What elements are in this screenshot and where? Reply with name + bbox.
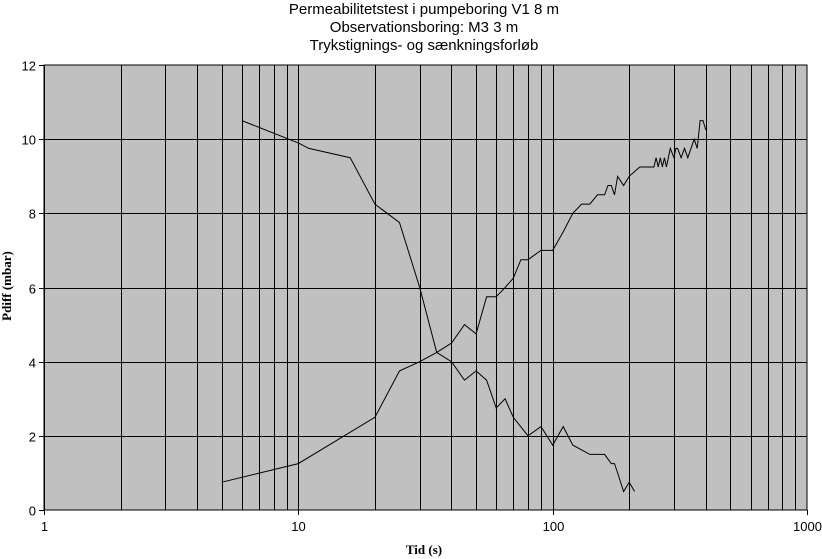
x-axis-label: Tid (s) <box>406 542 442 557</box>
plot-frame <box>43 64 808 511</box>
y-tick-label: 10 <box>22 133 36 148</box>
plot-area <box>44 65 807 510</box>
chart-title-line-1: Permeabilitetstest i pumpeboring V1 8 m <box>289 1 559 18</box>
chart-title-line-2: Observationsboring: M3 3 m <box>330 19 518 36</box>
y-tick-label: 12 <box>22 59 36 74</box>
y-axis-ticks: 0 2 4 6 8 10 12 <box>22 59 44 519</box>
series-line-1 <box>221 120 707 483</box>
y-axis-label: Pdiff (mbar) <box>0 251 14 321</box>
chart-title-line-3: Trykstignings- og sænkningsforløb <box>310 37 539 54</box>
x-tick-label: 1 <box>41 519 48 534</box>
y-tick-label: 8 <box>29 207 36 222</box>
y-tick-label: 2 <box>29 430 36 445</box>
series-layer <box>221 120 707 493</box>
x-axis-ticks: 1 10 100 1000 <box>41 510 822 534</box>
y-tick-label: 4 <box>29 356 36 371</box>
chart-title: Permeabilitetstest i pumpeboring V1 8 m … <box>289 1 559 54</box>
x-tick-label: 1000 <box>793 519 822 534</box>
grid <box>44 65 807 510</box>
series-line-2 <box>241 120 636 493</box>
y-tick-label: 6 <box>29 282 36 297</box>
x-tick-label: 10 <box>291 519 305 534</box>
x-tick-label: 100 <box>543 519 565 534</box>
y-tick-label: 0 <box>29 504 36 519</box>
